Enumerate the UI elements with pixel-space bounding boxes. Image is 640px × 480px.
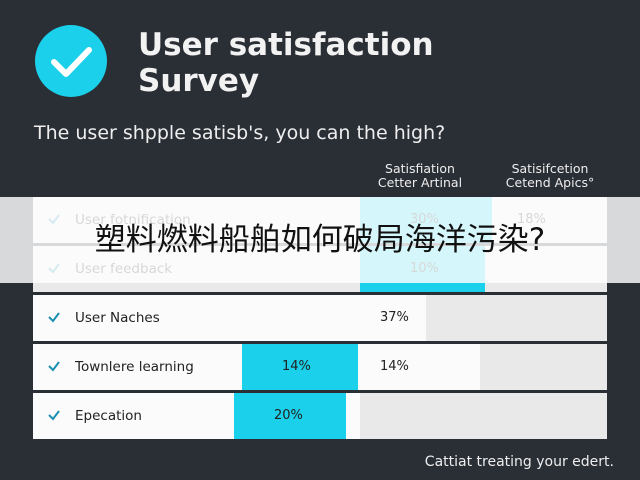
check [48,410,60,421]
value-cell: 37% [360,295,426,341]
column-header-line: Satisifcetion [511,161,589,176]
value-text: 14% [380,359,409,374]
value-cell: 14% [360,344,480,390]
row-label: User Naches [75,310,160,326]
value-cell: 20% [234,393,346,439]
row-highlight [33,295,425,341]
column-header-line: Satisfiation [385,161,455,176]
banner: 塑料燃料船舶如何破局海洋污染? [0,197,640,283]
table-row: Epecation 20% [33,393,607,439]
title: Survey [138,63,260,99]
subtitle: The user shpple satisb's, you can the hi… [34,122,446,144]
title: User satisfaction [138,27,434,63]
table-row: Townlere learning 14% 14% [33,344,607,390]
value-text: 37% [380,310,409,325]
row-label: Epecation [75,408,142,424]
column-header: Satisfiation Cetter Artinal [360,162,480,190]
table-row: User Naches 37% [33,295,607,341]
row-label: Townlere learning [75,359,194,375]
column-header: Satisifcetion Cetend Apics° [490,162,610,190]
value-text: 14% [282,359,311,374]
column-header-line: Cetend Apics° [505,175,595,190]
value-text: 20% [274,408,303,423]
value-cell: 14% [242,344,358,390]
check-icon [35,25,107,97]
check [48,361,60,372]
check [48,312,60,323]
column-header-line: Cetter Artinal [377,175,463,190]
footer: Cattiat treating your edert. [424,454,614,470]
